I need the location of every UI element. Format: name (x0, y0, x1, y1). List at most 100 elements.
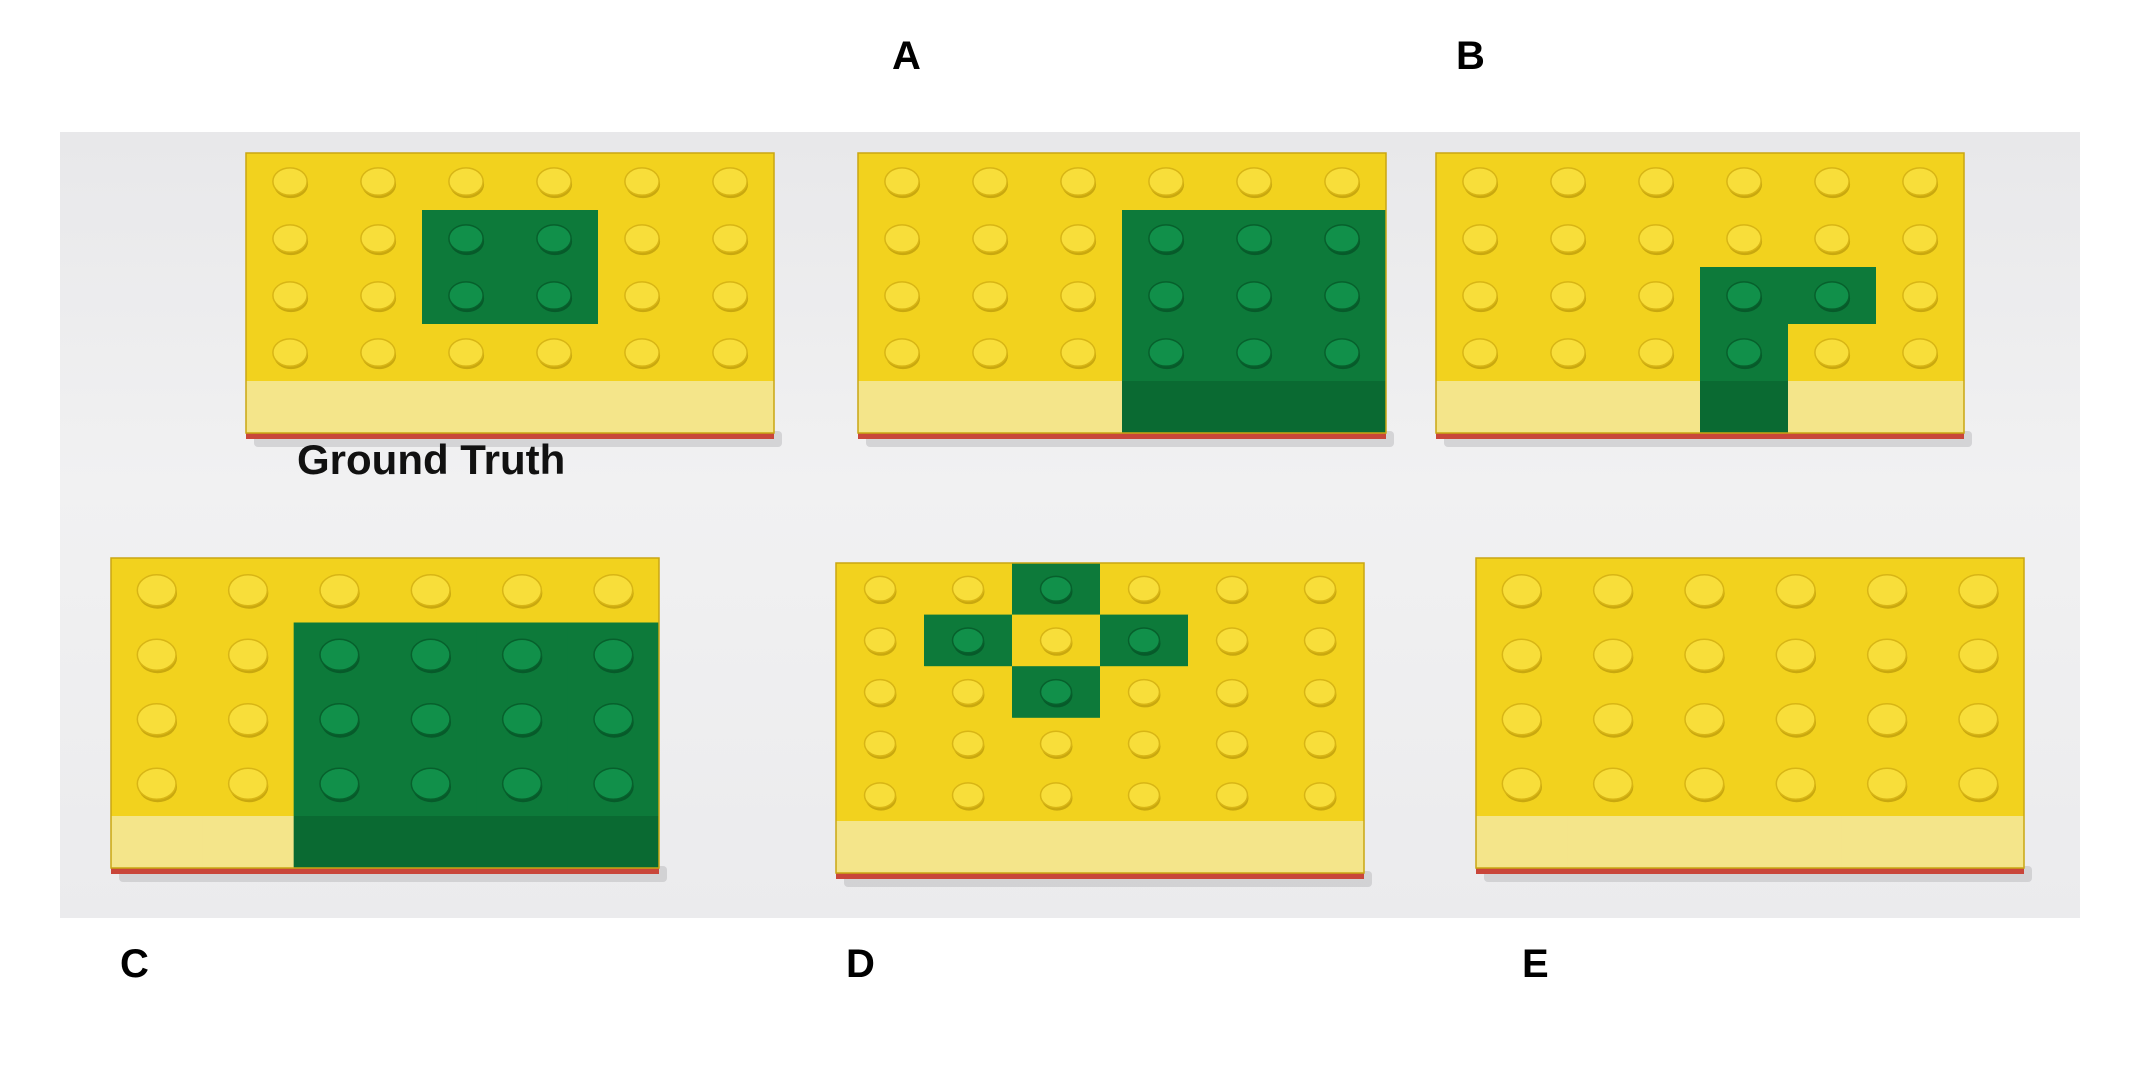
stud (1325, 282, 1359, 309)
stud (1776, 768, 1815, 799)
stud (1305, 576, 1336, 601)
stud (1868, 768, 1907, 799)
brick-side (1122, 381, 1211, 433)
stud (865, 628, 896, 653)
stud (1685, 575, 1724, 606)
brick-side (1788, 381, 1877, 433)
brick-side (1476, 816, 1568, 868)
stud (1815, 168, 1849, 195)
stud (1727, 225, 1761, 252)
stud (1305, 680, 1336, 705)
stud (449, 168, 483, 195)
brick-side (1188, 821, 1277, 873)
stud (1903, 225, 1937, 252)
brick-side (111, 816, 203, 868)
stud (320, 768, 359, 799)
stud (1305, 628, 1336, 653)
stud (1237, 282, 1271, 309)
stud (273, 168, 307, 195)
stud (273, 225, 307, 252)
brick-side (946, 381, 1035, 433)
stud (1594, 575, 1633, 606)
stud (625, 339, 659, 366)
brick-side (1524, 381, 1613, 433)
stud (1868, 575, 1907, 606)
brick-side (598, 381, 687, 433)
stud (885, 339, 919, 366)
stud (1129, 783, 1160, 808)
stud (449, 339, 483, 366)
stud (1868, 639, 1907, 670)
stud (1903, 282, 1937, 309)
brick-side (1436, 381, 1525, 433)
brick-side (422, 381, 511, 433)
brick-side (202, 816, 294, 868)
stud (1776, 704, 1815, 735)
stud (1639, 168, 1673, 195)
stud (1463, 168, 1497, 195)
stud (885, 168, 919, 195)
stud (1149, 168, 1183, 195)
brick-side (1841, 816, 1933, 868)
stud (885, 282, 919, 309)
stud (137, 575, 176, 606)
stud (1305, 783, 1336, 808)
brick-side (246, 381, 335, 433)
label-e: E (1522, 944, 1549, 984)
board-d (830, 557, 1370, 887)
stud (411, 768, 450, 799)
stud (1325, 339, 1359, 366)
stud (1129, 731, 1160, 756)
brick-side (1276, 821, 1365, 873)
stud (1502, 575, 1541, 606)
stud (411, 575, 450, 606)
stud (1685, 768, 1724, 799)
stud (1727, 339, 1761, 366)
stud (361, 339, 395, 366)
stud (1639, 225, 1673, 252)
brick-side (1876, 381, 1965, 433)
stud (1061, 168, 1095, 195)
stud (537, 339, 571, 366)
stud (273, 339, 307, 366)
brick-side (836, 821, 925, 873)
stud (1149, 339, 1183, 366)
stud (1041, 680, 1072, 705)
brick-side (686, 381, 775, 433)
stud (1061, 339, 1095, 366)
stud (865, 680, 896, 705)
stud (137, 704, 176, 735)
stud (503, 768, 542, 799)
stud (1041, 576, 1072, 601)
stud (1551, 339, 1585, 366)
stud (320, 639, 359, 670)
stud (1041, 731, 1072, 756)
stud (865, 731, 896, 756)
stud (1463, 339, 1497, 366)
stud (1639, 339, 1673, 366)
stud (713, 339, 747, 366)
brick-side (858, 381, 947, 433)
stud (503, 704, 542, 735)
brick-side (924, 821, 1013, 873)
stud (865, 576, 896, 601)
stud (361, 225, 395, 252)
stud (953, 783, 984, 808)
stud (1217, 783, 1248, 808)
stud (1815, 339, 1849, 366)
brick-side (1659, 816, 1751, 868)
stud (1903, 168, 1937, 195)
stud (625, 282, 659, 309)
stud (1237, 339, 1271, 366)
brick-side (334, 381, 423, 433)
stud (411, 639, 450, 670)
brick-side (385, 816, 477, 868)
stud (1129, 576, 1160, 601)
board-b (1430, 147, 1970, 447)
stud (1959, 575, 1998, 606)
stud (137, 639, 176, 670)
ground-truth-label: Ground Truth (297, 439, 565, 481)
stud (1959, 639, 1998, 670)
stud (885, 225, 919, 252)
stud (973, 282, 1007, 309)
